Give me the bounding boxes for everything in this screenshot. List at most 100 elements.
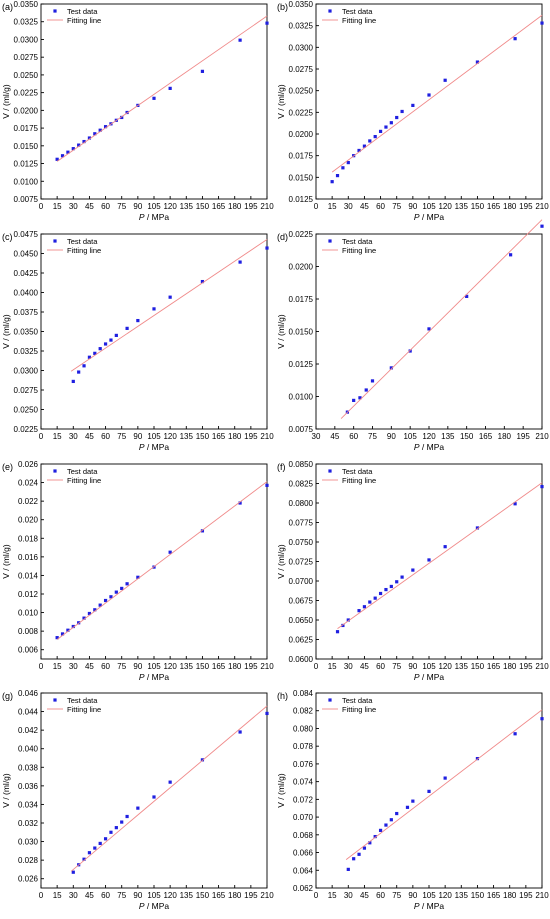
panel-label: (a) — [2, 2, 13, 12]
fitting-line — [56, 480, 268, 640]
data-point — [411, 567, 415, 572]
y-tick-label: 0.066 — [293, 849, 314, 858]
data-point — [364, 388, 368, 392]
plot-frame — [40, 233, 268, 430]
x-tick-label: 15 — [328, 662, 337, 671]
data-point — [168, 550, 172, 554]
data-point — [71, 870, 75, 875]
data-point — [136, 318, 140, 322]
legend-label: Test data — [342, 7, 373, 16]
y-tick-label: 0.0250 — [289, 87, 314, 96]
data-point — [120, 586, 124, 590]
data-point — [540, 21, 544, 25]
y-tick-label: 0.0225 — [289, 108, 314, 117]
x-tick-label: 180 — [228, 891, 242, 900]
x-tick-label: 0 — [314, 202, 319, 211]
data-point — [427, 790, 431, 794]
data-point — [443, 544, 447, 548]
x-tick-label: 15 — [53, 891, 62, 900]
y-tick-label: 0.0275 — [289, 65, 314, 74]
x-tick-label: 120 — [163, 432, 177, 441]
data-point — [238, 730, 242, 734]
data-point — [125, 815, 129, 819]
y-tick-label: 0.036 — [18, 782, 39, 791]
data-point — [82, 139, 86, 144]
data-point — [71, 379, 75, 383]
x-tick-label: 150 — [471, 202, 485, 211]
chart-panel: (f) 0 15 30 45 60 75 90 105 120 135 150 165 180 195 210… — [275, 460, 550, 690]
x-tick-label: 60 — [101, 662, 110, 671]
y-tick-label: 0.006 — [18, 645, 39, 654]
data-point — [98, 842, 102, 846]
plot-frame — [40, 463, 268, 659]
y-tick-label: 0.062 — [293, 884, 314, 893]
x-tick-label: 45 — [85, 891, 94, 900]
x-tick-label: 135 — [180, 662, 194, 671]
y-tick-label: 0.030 — [18, 838, 39, 847]
x-axis-label-symbol: P — [139, 212, 145, 222]
y-axis-label: V / (ml/g) — [1, 544, 11, 579]
data-point — [200, 528, 205, 532]
y-tick-label: 0.0350 — [14, 327, 39, 336]
y-tick-label: 0.0325 — [289, 22, 314, 31]
panel-label: (c) — [2, 232, 13, 242]
y-tick-label: 0.018 — [18, 534, 39, 543]
x-tick-label: 180 — [228, 202, 242, 211]
data-point — [103, 837, 108, 841]
data-point — [540, 484, 544, 488]
data-point — [411, 799, 415, 803]
x-tick-label: 120 — [438, 662, 452, 671]
x-tick-label: 210 — [260, 662, 274, 671]
x-tick-label: 105 — [403, 432, 417, 441]
data-point — [362, 604, 367, 608]
x-tick-label: 120 — [438, 891, 452, 900]
y-tick-label: 0.016 — [18, 552, 39, 561]
x-tick-label: 180 — [498, 432, 512, 441]
data-point — [357, 852, 361, 857]
x-tick-label: 120 — [163, 662, 177, 671]
legend-label: Fitting line — [342, 246, 376, 255]
x-tick-label: 15 — [53, 662, 62, 671]
chart-panel: (h) 0 15 30 45 60 75 90 105 120 135 150 165 180 195 210… — [275, 689, 550, 919]
data-point — [395, 579, 399, 583]
x-tick-label: 195 — [519, 202, 533, 211]
y-tick-label: 0.0150 — [289, 327, 314, 336]
x-axis-label-unit: / MPa — [145, 212, 170, 222]
data-point — [168, 780, 172, 784]
legend-marker — [328, 9, 332, 13]
y-axis-label: V / (ml/g) — [1, 773, 11, 808]
chart-svg: (c) 0 15 30 45 60 75 90 105 120 135 150 165 180 195 210… — [1, 230, 274, 452]
x-tick-label: 60 — [101, 202, 110, 211]
x-tick-label: 15 — [53, 432, 62, 441]
y-tick-label: 0.0600 — [289, 655, 314, 664]
x-axis-label: P / MPa — [414, 901, 445, 911]
chart-panel: (a) 0 15 30 45 60 75 90 105 120 135 150 165 180 195 210… — [0, 0, 275, 230]
y-tick-label: 0.0250 — [14, 405, 39, 414]
data-point — [77, 370, 81, 374]
legend-label: Fitting line — [342, 16, 376, 25]
legend-label: Fitting line — [67, 246, 101, 255]
y-axis-label: V / (ml/g) — [1, 84, 11, 119]
data-point — [200, 279, 205, 283]
legend-label: Test data — [67, 467, 98, 476]
x-tick-label: 210 — [535, 891, 549, 900]
x-tick-label: 165 — [487, 662, 501, 671]
data-point — [238, 260, 242, 264]
y-tick-label: 0.0125 — [14, 160, 39, 169]
data-point — [389, 121, 393, 125]
x-axis-label-symbol: P — [414, 672, 420, 682]
plot-frame — [315, 3, 543, 200]
y-tick-label: 0.032 — [18, 819, 39, 828]
y-tick-label: 0.0100 — [289, 392, 314, 401]
y-tick-label: 0.012 — [18, 590, 39, 599]
y-tick-label: 0.0150 — [14, 142, 39, 151]
data-point — [77, 143, 81, 147]
data-point — [103, 598, 108, 602]
data-point — [114, 590, 118, 594]
legend-label: Test data — [67, 237, 98, 246]
x-axis-label-unit: / MPa — [420, 672, 445, 682]
legend-marker — [53, 9, 57, 13]
x-tick-label: 0 — [39, 891, 44, 900]
x-tick-label: 135 — [455, 891, 469, 900]
